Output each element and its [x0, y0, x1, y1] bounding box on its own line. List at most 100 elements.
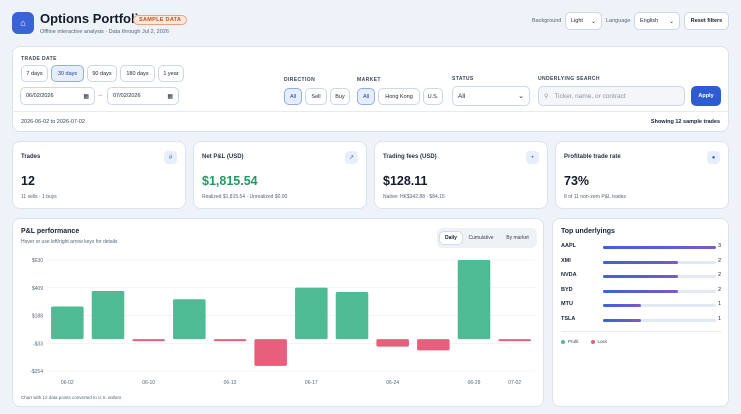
pnl-bar[interactable]	[376, 339, 409, 347]
language-value: English	[640, 18, 659, 24]
x-tick-label: 06-17	[305, 380, 318, 386]
direction-label: DIRECTION	[284, 77, 316, 83]
date-from-input[interactable]: 06/02/2026 ▦	[20, 87, 95, 105]
loss-legend-label: Loss	[597, 339, 608, 344]
underlying-bar-fill	[603, 260, 679, 264]
date-range-90-days[interactable]: 90 days	[87, 65, 117, 82]
underlying-row[interactable]: TSLA 1	[561, 316, 721, 326]
pnl-subtitle: Hover or use left/right arrow keys for d…	[21, 239, 118, 245]
date-range-7-days[interactable]: 7 days	[21, 65, 48, 82]
underlying-row[interactable]: MTU 1	[561, 301, 721, 311]
x-tick-label: 06-02	[61, 380, 74, 386]
sample-data-badge: SAMPLE DATA	[133, 15, 188, 25]
underlying-bar-fill	[603, 275, 679, 278]
tab-by-market[interactable]: By market	[506, 235, 529, 241]
underlying-bar-fill	[603, 318, 641, 322]
date-range-30-days[interactable]: 30 days	[51, 65, 84, 82]
date-range-1-year[interactable]: 1 year	[158, 65, 184, 82]
underlying-row[interactable]: XMI 2	[561, 258, 721, 268]
fees-icon: •	[526, 151, 539, 164]
search-icon: ⚲	[544, 93, 549, 100]
kpi-card: Net P&L (USD) ↗ $1,815.54 Realized $1,815.5…	[193, 141, 367, 209]
pnl-bar[interactable]	[295, 287, 328, 340]
profit-legend-dot	[561, 339, 565, 344]
status-label: STATUS	[452, 76, 474, 82]
pnl-bar[interactable]	[335, 292, 369, 340]
date-to-value: 07/02/2026	[113, 93, 141, 99]
pnl-footnote: Chart with 12 data points converted to U…	[21, 395, 122, 400]
filter-divider	[13, 111, 728, 112]
market-hong-kong[interactable]: Hong Kong	[378, 88, 420, 105]
direction-buy[interactable]: Buy	[330, 88, 350, 105]
pnl-bar[interactable]	[173, 299, 206, 340]
underlying-count: 1	[718, 315, 722, 322]
market-all[interactable]: All	[357, 88, 375, 105]
kpi-subtext: 8 of 11 non-zero P&L trades	[564, 194, 626, 200]
direction-all[interactable]: All	[284, 88, 302, 105]
trend-icon: ↗	[345, 151, 358, 164]
tab-daily[interactable]: Daily	[440, 232, 462, 244]
date-range-text: 2026-06-02 to 2026-07-02	[21, 119, 85, 125]
underlying-bar-track	[603, 246, 716, 249]
pnl-bar[interactable]	[91, 291, 125, 340]
date-range-180-days[interactable]: 180 days	[120, 65, 155, 82]
underlying-symbol: XMI	[561, 257, 571, 264]
pnl-bar[interactable]	[213, 339, 247, 342]
underlying-symbol: NVDA	[561, 272, 577, 278]
y-tick-label: $409	[32, 286, 43, 292]
pnl-title: P&L performance	[21, 228, 80, 235]
y-tick-label: -$254	[30, 369, 43, 375]
search-label: UNDERLYING SEARCH	[538, 76, 600, 82]
underlying-bar-track	[603, 318, 716, 322]
y-tick-label: -$33	[33, 341, 43, 347]
page-subtitle: Offline interactive analysis · Data thro…	[40, 29, 169, 35]
trade-date-label: TRADE DATE	[21, 56, 57, 62]
underlying-bar-track	[603, 275, 716, 278]
pnl-bar[interactable]	[132, 339, 165, 342]
market-us[interactable]: U.S.	[423, 88, 443, 105]
kpi-title: Net P&L (USD)	[202, 154, 244, 160]
language-label: Language	[606, 18, 631, 24]
x-tick-label: 06-29	[468, 380, 481, 386]
background-select[interactable]: Light ⌄	[565, 12, 602, 30]
kpi-card: Trading fees (USD) • $128.11 Native: HK$342…	[374, 141, 548, 209]
x-tick-label: 06-24	[386, 380, 399, 386]
chevron-down-icon: ⌄	[518, 93, 524, 100]
y-tick-label: $630	[32, 258, 43, 264]
x-tick-label: 07-02	[508, 380, 521, 386]
language-select[interactable]: English ⌄	[634, 12, 680, 30]
underlying-bar-track	[603, 289, 716, 293]
background-label: Background	[532, 18, 562, 24]
underlying-bar-fill	[603, 289, 679, 293]
pnl-bar[interactable]	[457, 260, 491, 340]
home-icon: ⌂	[20, 18, 26, 28]
status-select[interactable]: All ⌄	[452, 86, 530, 106]
tab-cumulative[interactable]: Cumulative	[468, 235, 494, 241]
underlying-row[interactable]: NVDA 2	[561, 272, 721, 282]
underlying-symbol: MTU	[561, 301, 573, 307]
pnl-tabs: Daily Cumulative By market	[437, 228, 537, 248]
direction-sell[interactable]: Sell	[305, 88, 327, 105]
reset-filters-button[interactable]: Reset filters	[684, 12, 729, 30]
underlyings-title: Top underlyings	[561, 228, 615, 235]
y-tick-label: $188	[32, 314, 43, 320]
underlying-bar-track	[603, 260, 716, 264]
underlying-count: 2	[718, 272, 722, 278]
apply-button[interactable]: Apply	[691, 86, 721, 106]
pnl-bar[interactable]	[254, 339, 287, 366]
date-to-input[interactable]: 07/02/2026 ▦	[107, 87, 179, 105]
top-underlyings-card: Top underlyings AAPL 3 XMI 2 NVDA 2 BYD 2 MTU 1 TS…	[552, 218, 729, 407]
underlying-count: 1	[718, 301, 722, 307]
search-input[interactable]: ⚲ Ticker, name, or contract	[538, 86, 685, 106]
underlying-symbol: TSLA	[561, 315, 576, 322]
pnl-bar[interactable]	[498, 339, 531, 342]
underlying-row[interactable]: BYD 2	[561, 287, 721, 297]
kpi-subtext: Native: HK$342.88 · $84.15	[383, 194, 445, 200]
kpi-value: 73%	[564, 174, 590, 188]
chevron-down-icon: ⌄	[590, 18, 596, 25]
underlying-row[interactable]: AAPL 3	[561, 243, 721, 253]
pnl-bar[interactable]	[417, 339, 450, 351]
pnl-bar[interactable]	[51, 306, 84, 340]
pnl-card: P&L performance Hover or use left/right …	[12, 218, 544, 407]
filter-panel: TRADE DATE 7 days 30 days 90 days 180 days 1…	[12, 46, 729, 132]
